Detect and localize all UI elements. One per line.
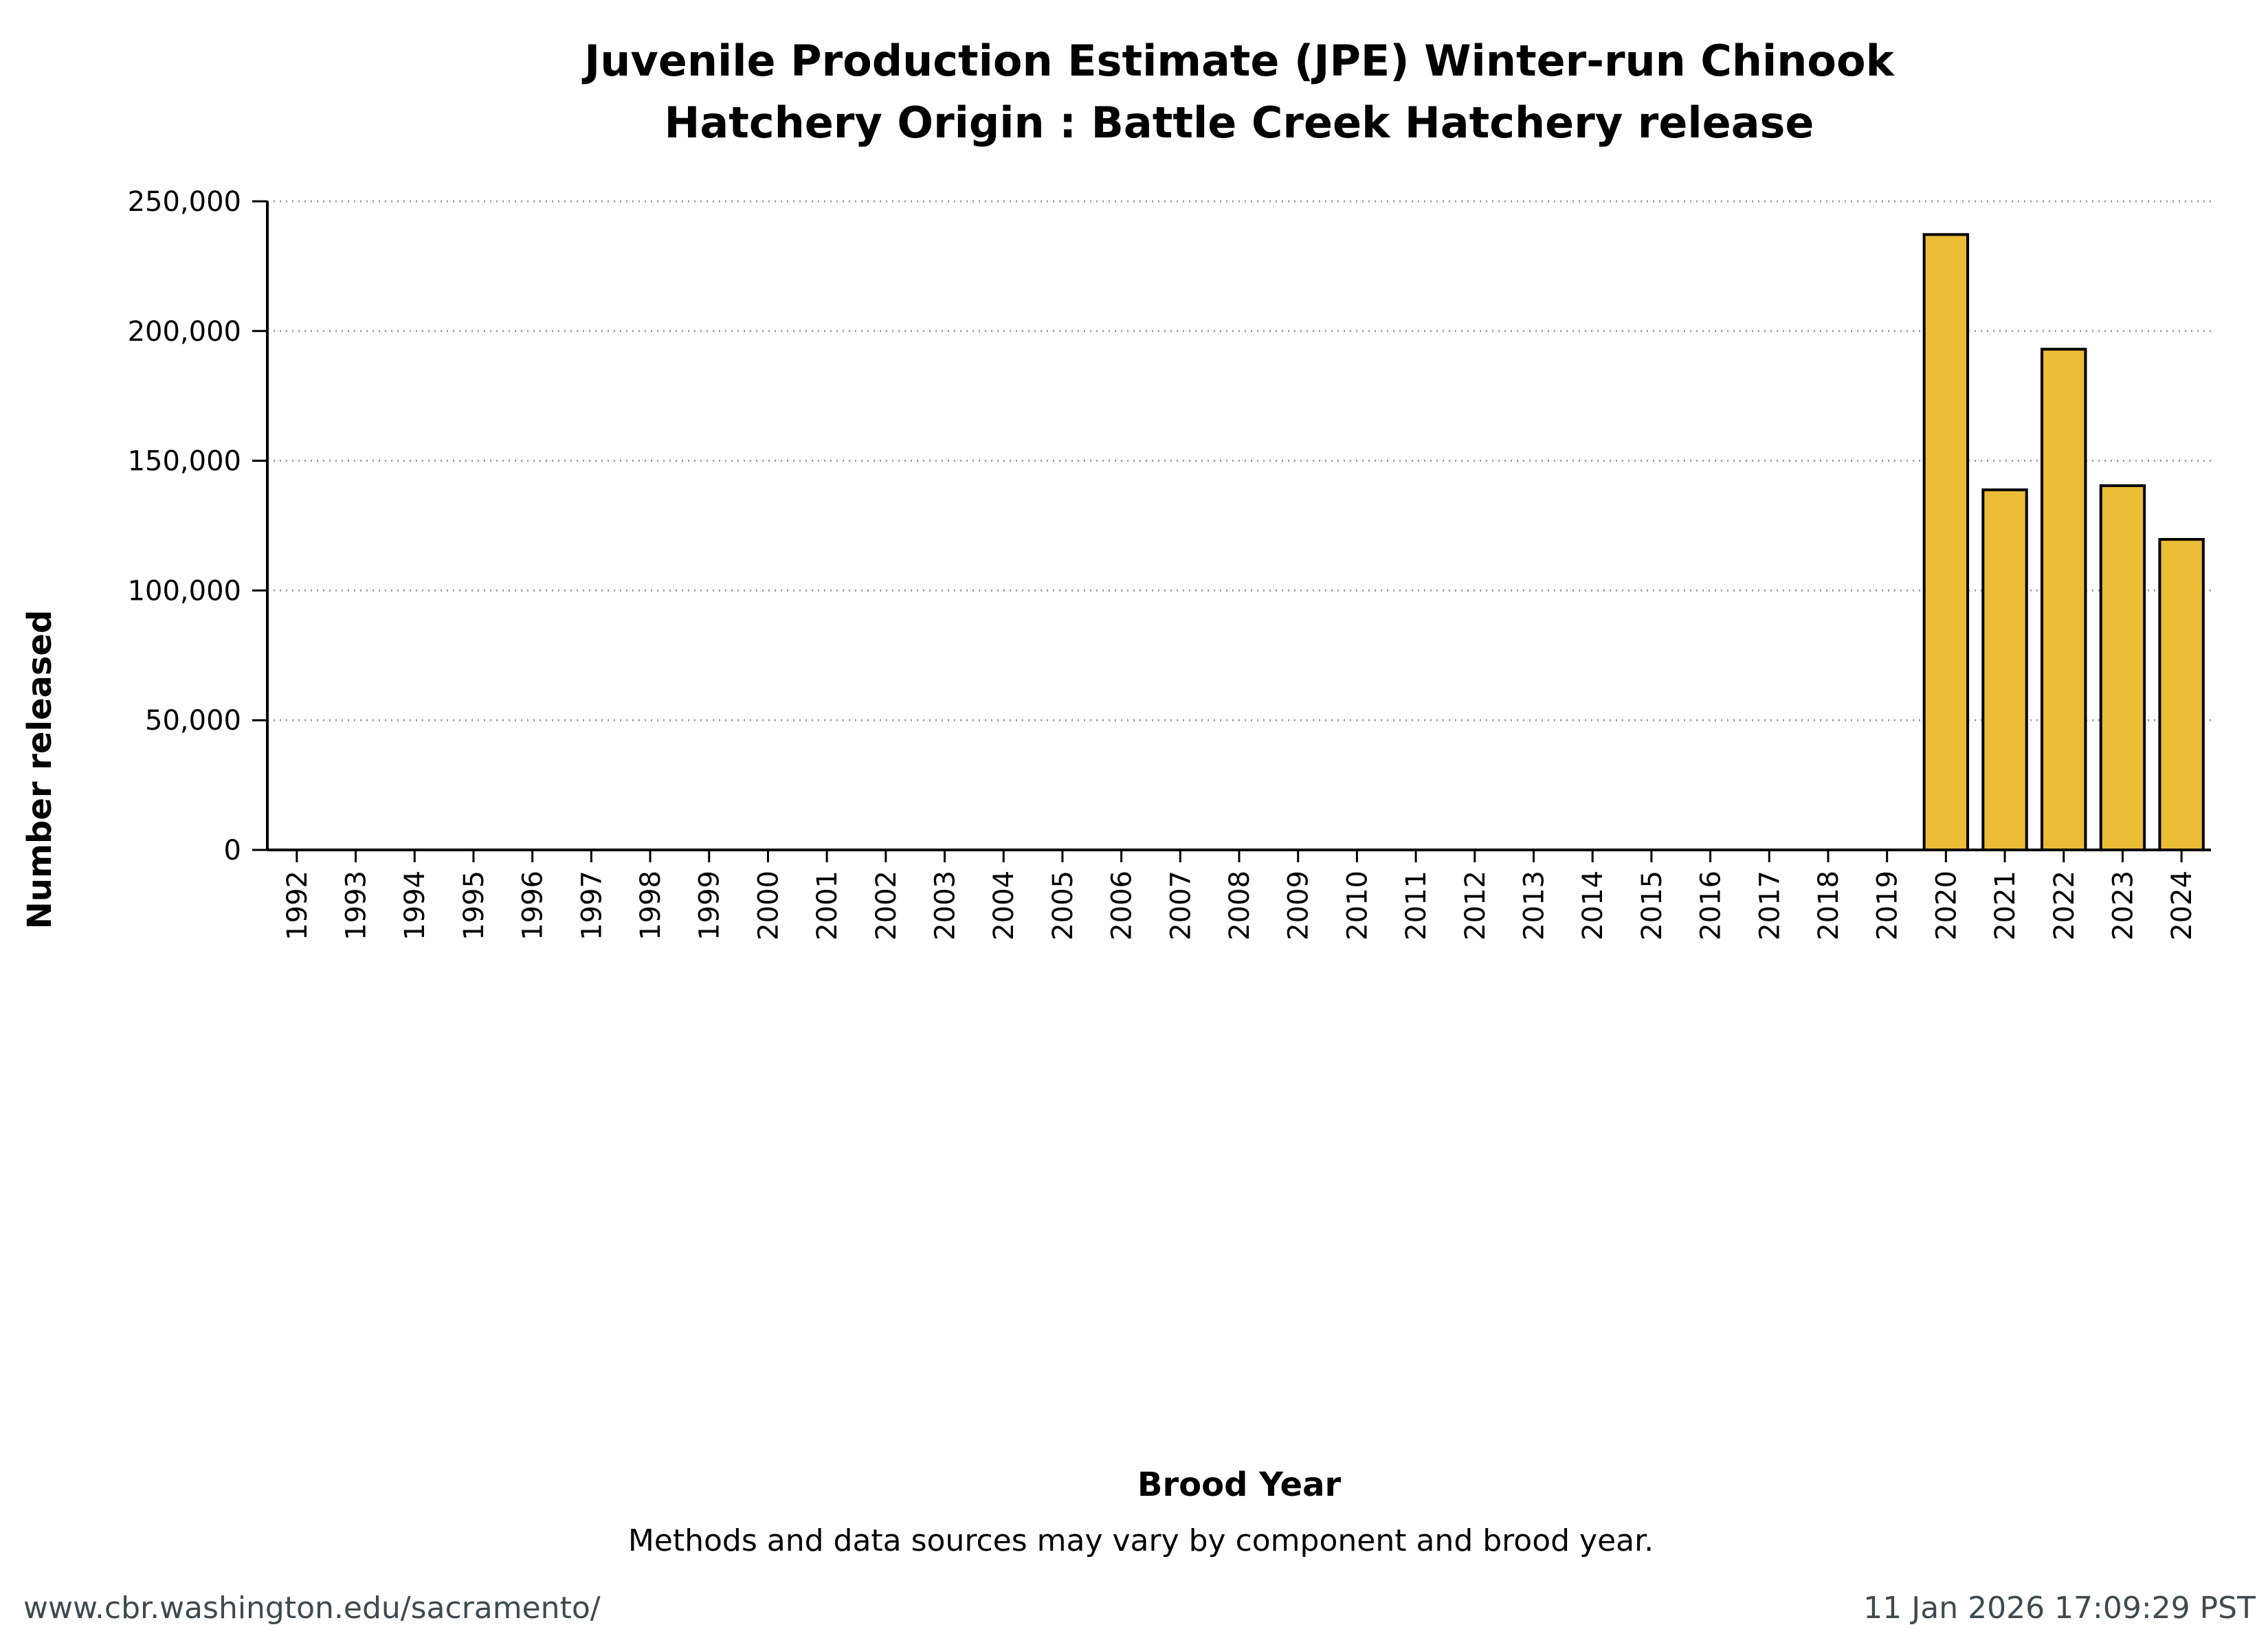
x-tick-label: 2016 (1696, 871, 1727, 941)
bars (1922, 233, 2205, 852)
x-tick-label: 2004 (988, 871, 1020, 941)
x-tick-label: 2019 (1872, 871, 1904, 941)
footer-timestamp: 11 Jan 2026 17:09:29 PST (1863, 1591, 2256, 1626)
x-tick-label: 2010 (1342, 871, 1373, 941)
y-axis-label: Number released (21, 610, 59, 930)
x-tick-label: 2012 (1460, 871, 1491, 941)
x-tick-label: 1999 (694, 871, 726, 941)
x-axis: 1992 1993 1994 1995 1996 1997 1998 1999 2000 2001… (267, 849, 2211, 941)
x-tick-label: 1992 (282, 871, 313, 941)
x-tick-label: 2007 (1165, 871, 1197, 941)
x-tick-label: 1995 (458, 871, 490, 941)
y-tick-label: 50,000 (145, 705, 241, 737)
chart-title-line-2: Hatchery Origin : Battle Creek Hatchery … (664, 98, 1814, 148)
bar-2022 (2041, 348, 2087, 851)
y-tick-label: 100,000 (128, 575, 241, 607)
x-tick-label: 2008 (1224, 871, 1256, 941)
x-tick-label: 2020 (1931, 871, 1962, 941)
bar-2020 (1922, 233, 1970, 851)
chart-title-line-1: Juvenile Production Estimate (JPE) Winte… (581, 36, 1895, 86)
bar-2024 (2158, 538, 2205, 852)
x-tick-label: 2022 (2049, 871, 2080, 941)
x-tick-label: 2000 (753, 871, 784, 941)
x-tick-label: 2002 (871, 871, 902, 941)
x-tick-label: 2009 (1283, 871, 1315, 941)
bar-2023 (2099, 484, 2146, 851)
x-tick-label: 2003 (930, 871, 961, 941)
x-tick-label: 2001 (812, 871, 843, 941)
x-tick-label: 2014 (1577, 871, 1609, 941)
y-axis: 0 50,000 100,000 150,000 200,000 250,000 (128, 186, 269, 866)
y-tick-label: 150,000 (128, 446, 241, 478)
x-tick-label: 1997 (576, 871, 608, 941)
y-tick-label: 250,000 (128, 186, 241, 218)
x-tick-label: 2017 (1754, 871, 1786, 941)
x-tick-label: 1996 (518, 871, 549, 941)
x-tick-label: 1994 (399, 871, 431, 941)
x-tick-label: 2018 (1813, 871, 1845, 941)
x-tick-label: 1993 (341, 871, 373, 941)
x-tick-label: 2005 (1047, 871, 1079, 941)
footer-url[interactable]: www.cbr.washington.edu/sacramento/ (23, 1591, 601, 1626)
x-tick-label: 2024 (2166, 871, 2198, 941)
gridlines (267, 200, 2211, 721)
x-tick-label: 2013 (1518, 871, 1550, 941)
y-tick-label: 0 (224, 835, 241, 866)
x-tick-label: 2023 (2107, 871, 2139, 941)
x-axis-label: Brood Year (1137, 1466, 1342, 1504)
x-tick-label: 2015 (1636, 871, 1668, 941)
y-tick-label: 200,000 (128, 316, 241, 348)
x-tick-label: 1998 (635, 871, 667, 941)
x-tick-label: 2011 (1401, 871, 1432, 941)
methods-note: Methods and data sources may vary by com… (628, 1523, 1654, 1558)
x-tick-label: 2021 (1990, 871, 2021, 941)
x-tick-label: 2006 (1107, 871, 1138, 941)
bar-2021 (1981, 488, 2028, 851)
